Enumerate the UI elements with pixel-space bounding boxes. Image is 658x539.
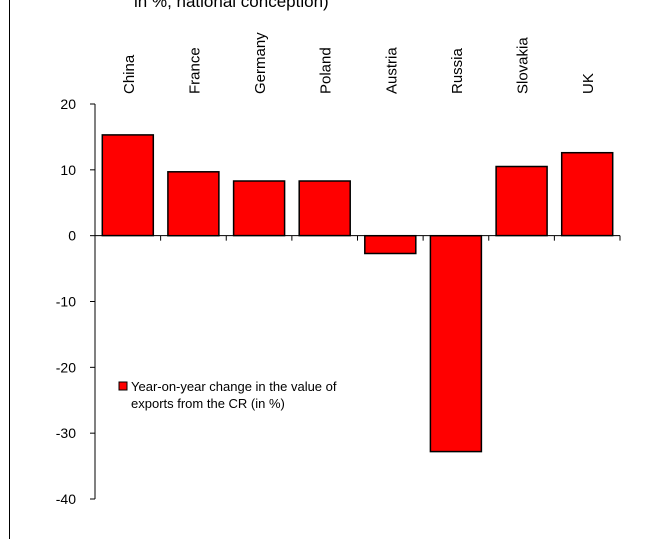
bar-austria (364, 234, 417, 255)
bar-russia (429, 234, 483, 453)
y-tick-label: -20 (56, 359, 76, 375)
legend-label-line2: exports from the CR (in %) (131, 396, 285, 411)
category-label-germany: Germany (252, 32, 269, 94)
bar-slovakia (495, 165, 548, 237)
axes-group (90, 103, 621, 500)
legend-swatch (118, 381, 128, 391)
category-label-slovakia: Slovakia (515, 37, 532, 94)
y-tick-label: -10 (56, 294, 76, 310)
category-label-russia: Russia (449, 47, 466, 94)
bar-poland (298, 180, 351, 237)
y-tick-labels: 20 10 0 -10 -20 -30 -40 (56, 96, 76, 507)
bar-germany (232, 180, 286, 237)
bar-china (101, 134, 155, 237)
y-tick-label: 0 (68, 228, 76, 244)
y-tick-label: -40 (56, 491, 76, 507)
frame-left-border (9, 0, 10, 539)
legend-label-line1: Year-on-year change in the value of (131, 379, 337, 394)
legend: Year-on-year change in the value of expo… (118, 379, 337, 411)
category-label-france: France (186, 47, 203, 94)
x-tick-labels: China France Germany Poland Austria Russia Slo… (121, 32, 597, 94)
category-label-china: China (121, 54, 138, 94)
bar-france (167, 171, 220, 237)
category-label-austria: Austria (383, 47, 400, 94)
category-label-poland: Poland (318, 47, 335, 94)
y-tick-label: 10 (60, 162, 76, 178)
bars-group (101, 134, 614, 453)
category-label-uk: UK (580, 73, 597, 94)
y-tick-label: 20 (60, 96, 76, 112)
y-tick-label: -30 (56, 425, 76, 441)
bar-uk (560, 151, 614, 237)
chart-title-partial: in %, national conception) (134, 0, 329, 11)
